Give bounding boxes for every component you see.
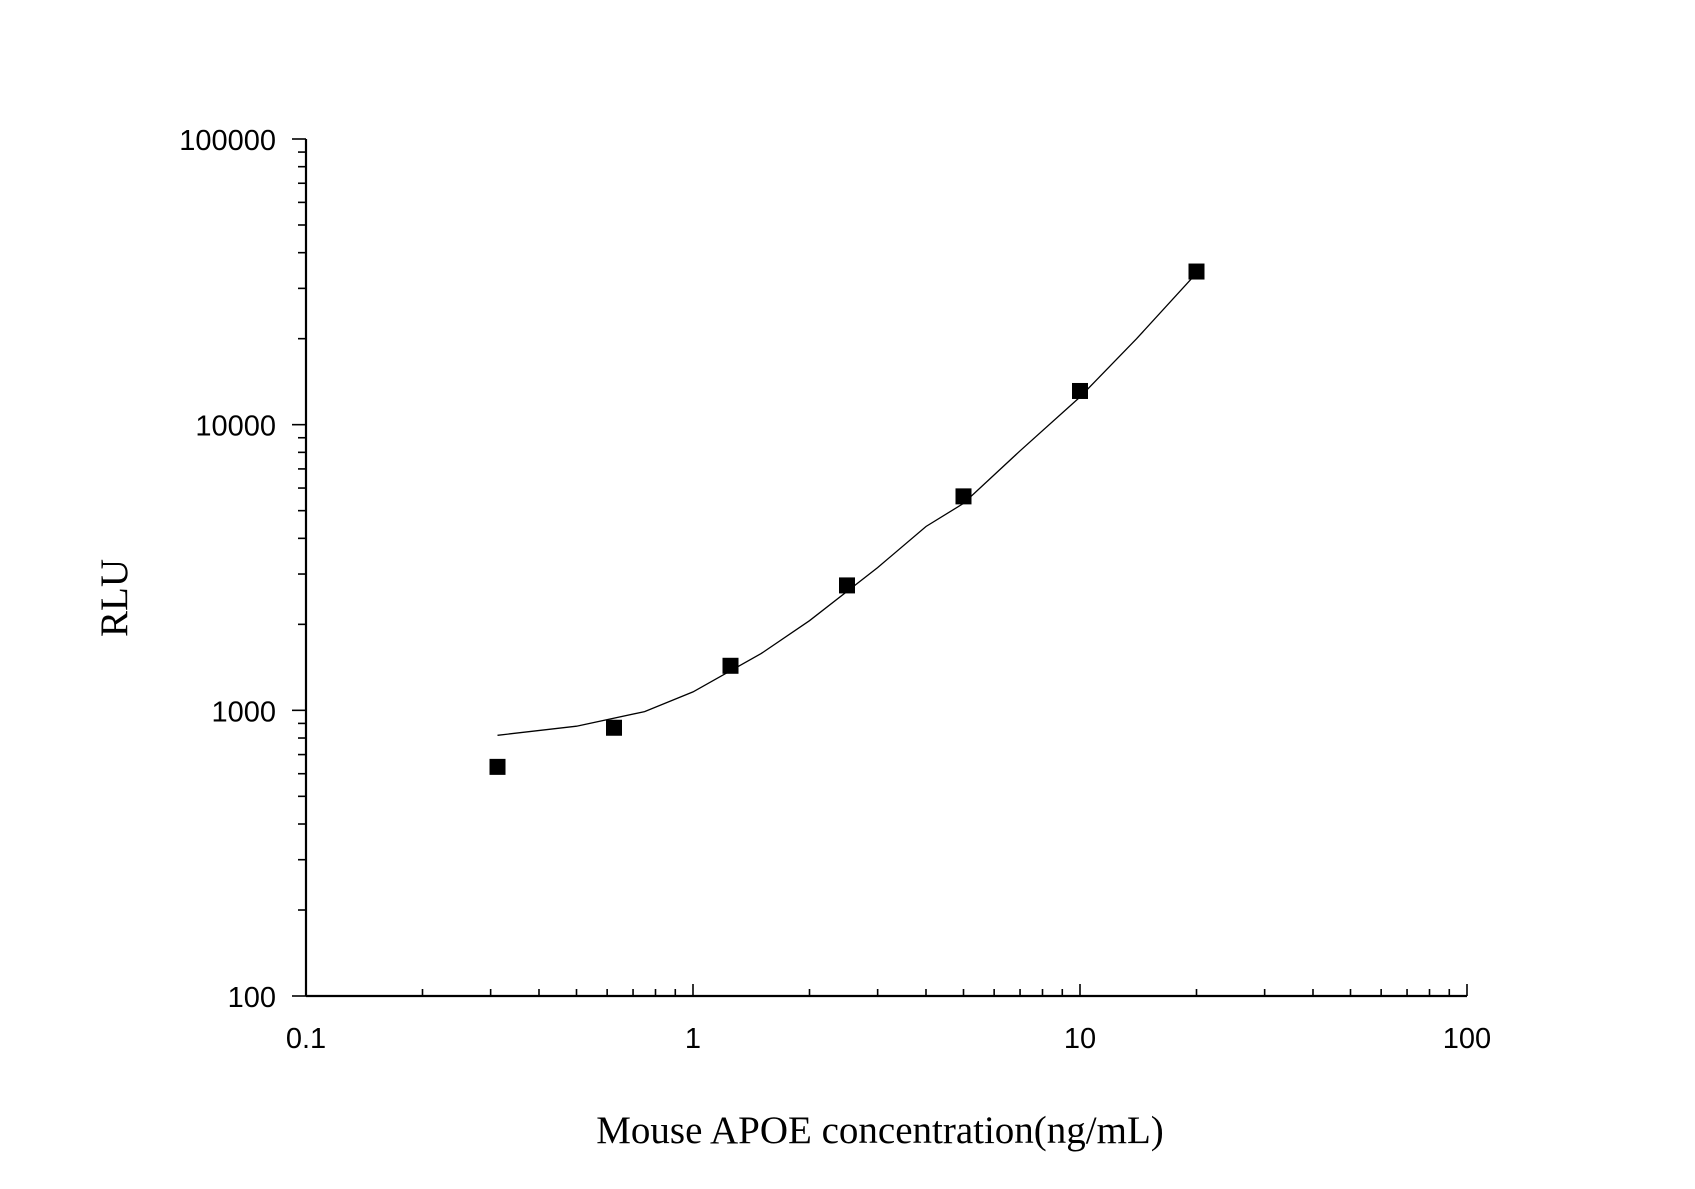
axes: 0.1 1 10 100 100 1000 10000 100000 <box>179 125 1491 1055</box>
x-tick-label: 0.1 <box>286 1023 326 1055</box>
x-tick-label: 10 <box>1064 1023 1096 1055</box>
y-tick-label: 100 <box>228 982 276 1014</box>
x-tick-label: 1 <box>685 1023 701 1055</box>
data-point <box>1072 382 1088 399</box>
data-point <box>839 577 856 594</box>
y-tick-label: 100000 <box>179 125 276 157</box>
data-points <box>489 263 1205 775</box>
fit-curve <box>497 272 1197 736</box>
data-point <box>1188 263 1205 280</box>
y-tick-label: 10000 <box>195 411 276 443</box>
y-axis-label: RLU <box>93 559 136 637</box>
x-axis-label: Mouse APOE concentration(ng/mL) <box>596 1109 1164 1152</box>
data-point <box>955 488 972 505</box>
data-point <box>722 657 739 674</box>
x-tick-label: 100 <box>1443 1023 1491 1055</box>
data-point <box>606 719 623 736</box>
data-point <box>489 758 506 775</box>
y-tick-label: 1000 <box>211 696 276 728</box>
